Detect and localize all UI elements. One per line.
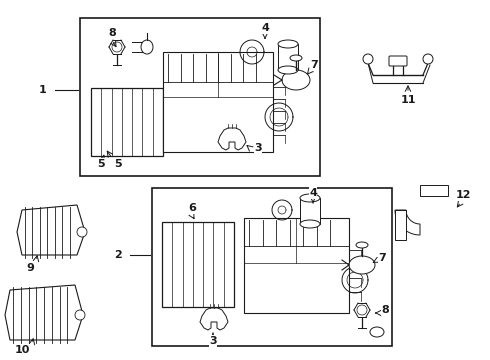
Circle shape bbox=[363, 54, 373, 64]
Ellipse shape bbox=[300, 220, 320, 228]
Text: 2: 2 bbox=[114, 250, 122, 260]
Bar bbox=[80, 18, 320, 176]
Text: 11: 11 bbox=[400, 95, 416, 105]
Bar bbox=[300, 198, 320, 224]
Bar bbox=[152, 188, 392, 346]
Text: 7: 7 bbox=[378, 253, 386, 263]
Text: 4: 4 bbox=[261, 23, 269, 33]
Ellipse shape bbox=[282, 70, 310, 90]
Bar bbox=[244, 218, 349, 313]
Bar bbox=[420, 185, 448, 196]
Polygon shape bbox=[395, 210, 420, 235]
Polygon shape bbox=[200, 308, 228, 330]
Circle shape bbox=[77, 227, 87, 237]
Bar bbox=[395, 210, 406, 240]
Text: 5: 5 bbox=[97, 159, 105, 169]
Text: 1: 1 bbox=[39, 85, 47, 95]
Ellipse shape bbox=[278, 66, 298, 74]
Bar bbox=[91, 88, 163, 156]
Circle shape bbox=[357, 305, 367, 315]
Circle shape bbox=[112, 42, 122, 52]
Ellipse shape bbox=[141, 40, 153, 54]
Text: 5: 5 bbox=[114, 159, 122, 169]
Text: 12: 12 bbox=[455, 190, 471, 200]
Bar bbox=[163, 52, 273, 152]
Ellipse shape bbox=[349, 256, 375, 274]
Circle shape bbox=[423, 54, 433, 64]
Text: 10: 10 bbox=[14, 345, 30, 355]
Polygon shape bbox=[5, 285, 83, 340]
Ellipse shape bbox=[290, 55, 302, 61]
FancyBboxPatch shape bbox=[389, 56, 407, 66]
Bar bbox=[162, 222, 234, 307]
Text: 6: 6 bbox=[188, 203, 196, 213]
Text: 8: 8 bbox=[108, 28, 116, 38]
Polygon shape bbox=[17, 205, 85, 255]
Ellipse shape bbox=[300, 194, 320, 202]
Text: 7: 7 bbox=[310, 60, 318, 70]
Text: 8: 8 bbox=[381, 305, 389, 315]
Ellipse shape bbox=[278, 40, 298, 48]
Text: 3: 3 bbox=[254, 143, 262, 153]
Text: 3: 3 bbox=[254, 143, 262, 153]
Circle shape bbox=[75, 310, 85, 320]
Ellipse shape bbox=[370, 327, 384, 337]
Bar bbox=[278, 44, 298, 70]
Text: 4: 4 bbox=[309, 188, 317, 198]
Text: 9: 9 bbox=[26, 263, 34, 273]
Text: 3: 3 bbox=[209, 336, 217, 346]
Polygon shape bbox=[218, 128, 246, 150]
Ellipse shape bbox=[356, 242, 368, 248]
